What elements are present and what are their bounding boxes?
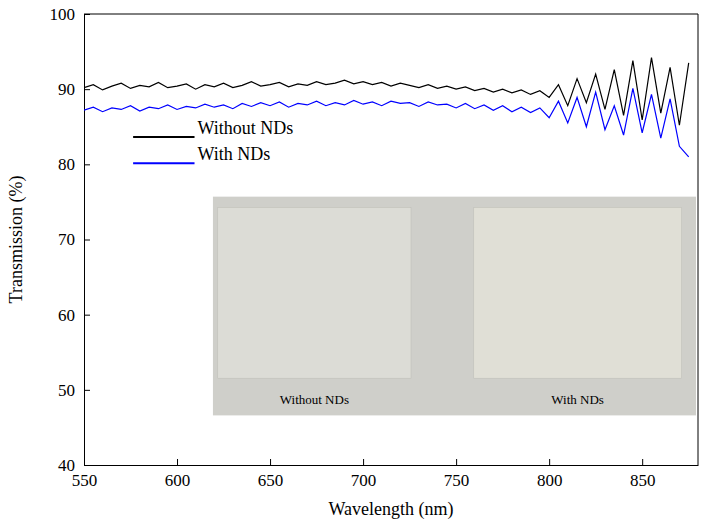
y-tick-mark [84,164,90,165]
y-tick-label: 90 [58,80,75,99]
x-tick-mark [642,459,643,465]
y-tick: 100 [50,5,91,24]
x-tick-mark [456,459,457,465]
x-tick-label: 850 [630,471,656,490]
inset-label: With NDs [551,392,604,407]
legend-swatch [133,136,194,138]
inset-sample [474,208,682,379]
chart: 550 600 650 700 750 800 850 40 50 60 70 80 90 100 With… [0,0,712,527]
y-axis-title: Transmission (%) [6,176,27,304]
y-tick-label: 80 [58,155,75,174]
x-axis-title: Wavelength (nm) [328,499,453,520]
legend: Without NDs With NDs [133,118,293,164]
x-tick-label: 550 [72,471,98,490]
x-axis-line [85,465,699,466]
x-tick-mark [549,459,550,465]
inset-label: Without NDs [280,392,349,407]
y-tick: 90 [58,80,90,99]
y-tick-label: 40 [58,456,75,475]
y-tick-label: 60 [58,306,75,325]
y-tick-mark [84,89,90,90]
x-tick: 850 [630,459,656,490]
series-line [84,88,689,156]
x-tick: 600 [165,459,191,490]
legend-swatch [133,162,194,164]
x-tick-label: 600 [165,471,191,490]
x-tick: 750 [444,459,470,490]
frame-right [698,14,699,465]
y-tick-mark [84,390,90,391]
series-line [84,58,689,126]
inset-sample [218,208,411,379]
legend-label: With NDs [198,144,271,164]
x-tick-mark [363,459,364,465]
y-tick: 70 [58,230,90,249]
y-tick-label: 100 [50,5,76,24]
x-tick-label: 700 [351,471,377,490]
x-tick-mark [270,459,271,465]
y-tick-mark [84,14,90,15]
x-tick-mark [177,459,178,465]
x-tick-label: 800 [537,471,563,490]
y-tick-label: 70 [58,230,75,249]
frame-top [84,14,698,15]
lines [84,58,689,157]
y-tick: 40 [58,456,90,475]
y-tick-mark [84,465,90,466]
inset: Without NDs With NDs [213,197,696,416]
plot: 550 600 650 700 750 800 850 40 50 60 70 80 90 100 With… [50,5,699,490]
legend-label: Without NDs [198,118,294,138]
x-axis: 550 600 650 700 750 800 850 [72,459,699,490]
y-tick: 80 [58,155,90,174]
x-tick: 700 [351,459,377,490]
y-tick: 50 [58,381,90,400]
y-tick: 60 [58,306,90,325]
y-tick-mark [84,315,90,316]
x-tick-label: 750 [444,471,470,490]
y-tick-label: 50 [58,381,75,400]
y-tick-mark [84,240,90,241]
x-tick-label: 650 [258,471,284,490]
y-axis: 40 50 60 70 80 90 100 [50,5,91,475]
x-tick: 650 [258,459,284,490]
inset-background [213,197,696,416]
x-tick: 800 [537,459,563,490]
